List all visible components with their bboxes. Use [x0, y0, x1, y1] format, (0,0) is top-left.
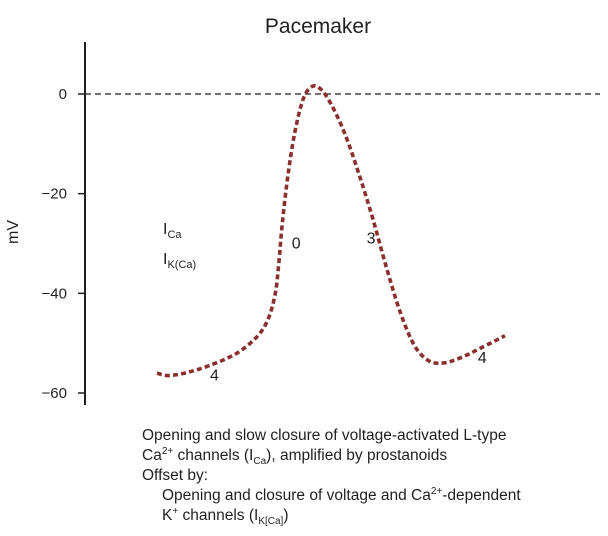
- action-potential-trace: [156, 84, 506, 378]
- caption-line-2: Ca2+ channels (ICa), amplified by prosta…: [142, 446, 602, 466]
- svg-text:ICa: ICa: [163, 221, 182, 241]
- current-label-ikca-main: I: [163, 251, 167, 268]
- chart-title: Pacemaker: [265, 15, 371, 38]
- phase-label: 3: [367, 231, 376, 248]
- y-tick-label: −60: [42, 385, 67, 402]
- current-label-ica-main: I: [163, 221, 167, 238]
- y-axis: 0 −20 −40 −60: [42, 42, 86, 405]
- caption-k-sup: +: [172, 505, 179, 517]
- caption-close-paren: ): [283, 507, 289, 524]
- caption-prostanoids: ), amplified by prostanoids: [266, 447, 448, 464]
- caption-ica-sub: Ca: [253, 456, 267, 468]
- caption-opening: Opening and closure of voltage and Ca: [162, 487, 431, 504]
- svg-text:IK(Ca): IK(Ca): [163, 251, 196, 271]
- caption-ca: Ca: [142, 447, 162, 464]
- caption-line-5: K+ channels (IK[Ca]): [142, 506, 602, 526]
- caption-k: K: [162, 507, 173, 524]
- caption-ca2-sup: 2+: [430, 485, 443, 497]
- current-label-ica-sub: Ca: [167, 229, 182, 241]
- phase-labels: 0 3 4 4: [210, 231, 487, 385]
- caption-line-3: Offset by:: [142, 467, 209, 484]
- figure-caption: Opening and slow closure of voltage-acti…: [142, 426, 602, 527]
- caption-ikca-sub: K[Ca]: [258, 516, 284, 528]
- caption-channels: channels (I: [173, 447, 254, 464]
- caption-line-4: Opening and closure of voltage and Ca2+-…: [142, 486, 602, 506]
- caption-dependent: -dependent: [442, 487, 521, 504]
- current-label-ica: ICa: [163, 221, 182, 241]
- caption-ca-sup: 2+: [161, 445, 174, 457]
- current-label-ikca-sub: K(Ca): [167, 259, 196, 271]
- y-tick-label: 0: [59, 86, 67, 103]
- caption-line-1: Opening and slow closure of voltage-acti…: [142, 427, 507, 444]
- y-tick-label: −20: [42, 186, 67, 203]
- y-axis-label: mV: [5, 220, 22, 244]
- phase-label: 0: [292, 235, 301, 252]
- current-label-ikca: IK(Ca): [163, 251, 196, 271]
- y-tick-label: −40: [42, 285, 67, 302]
- phase-label: 4: [210, 368, 219, 385]
- caption-k-channels: channels (I: [178, 507, 259, 524]
- phase-label: 4: [478, 350, 487, 367]
